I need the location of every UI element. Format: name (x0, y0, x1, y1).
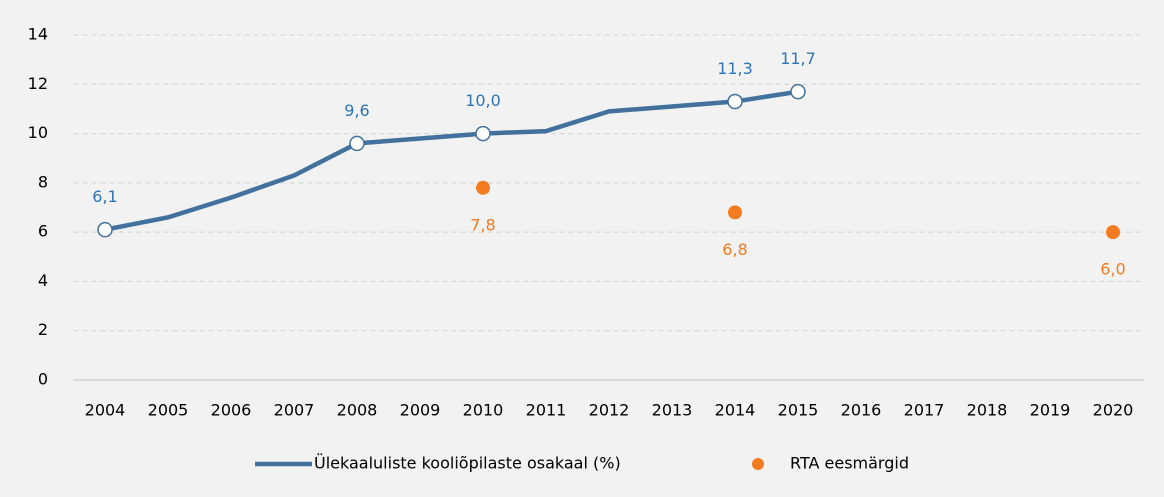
legend-marker (752, 458, 764, 470)
x-tick-label: 2020 (1093, 401, 1134, 420)
x-tick-label: 2013 (652, 401, 693, 420)
data-label: 7,8 (470, 215, 495, 234)
y-tick-label: 2 (38, 320, 48, 339)
data-label: 11,3 (717, 59, 753, 78)
target-point (1106, 225, 1120, 240)
x-tick-label: 2018 (967, 401, 1008, 420)
x-tick-label: 2014 (715, 401, 756, 420)
data-label: 10,0 (465, 91, 501, 110)
data-label: 6,1 (92, 187, 117, 206)
target-point (476, 180, 490, 195)
x-tick-label: 2019 (1030, 401, 1071, 420)
x-tick-label: 2011 (526, 401, 567, 420)
x-tick-label: 2005 (148, 401, 189, 420)
x-tick-label: 2009 (400, 401, 441, 420)
y-tick-label: 12 (28, 74, 48, 93)
point-marker (727, 93, 743, 110)
x-tick-label: 2017 (904, 401, 945, 420)
data-label: 6,0 (1100, 260, 1125, 279)
x-tick-label: 2012 (589, 401, 630, 420)
x-tick-label: 2010 (463, 401, 504, 420)
series-line (104, 89, 799, 232)
y-tick-label: 0 (38, 370, 48, 389)
x-tick-label: 2006 (211, 401, 252, 420)
legend-label: Ülekaaluliste kooliõpilaste osakaal (%) (314, 454, 621, 473)
point-marker (97, 221, 113, 238)
data-label: 9,6 (344, 101, 369, 120)
target-point (728, 205, 742, 220)
x-tick-label: 2004 (85, 401, 126, 420)
y-tick-label: 6 (38, 222, 48, 241)
data-label: 6,8 (722, 240, 747, 259)
point-marker (349, 135, 365, 152)
y-tick-label: 8 (38, 172, 48, 191)
x-tick-label: 2007 (274, 401, 315, 420)
point-marker (790, 83, 806, 100)
y-tick-label: 4 (38, 271, 48, 290)
x-tick-label: 2016 (841, 401, 882, 420)
point-marker (475, 125, 491, 142)
x-tick-label: 2015 (778, 401, 819, 420)
data-label: 11,7 (780, 49, 816, 68)
y-tick-label: 10 (28, 123, 48, 142)
legend-label: RTA eesmärgid (790, 454, 909, 473)
y-tick-label: 14 (28, 25, 48, 44)
x-tick-label: 2008 (337, 401, 378, 420)
